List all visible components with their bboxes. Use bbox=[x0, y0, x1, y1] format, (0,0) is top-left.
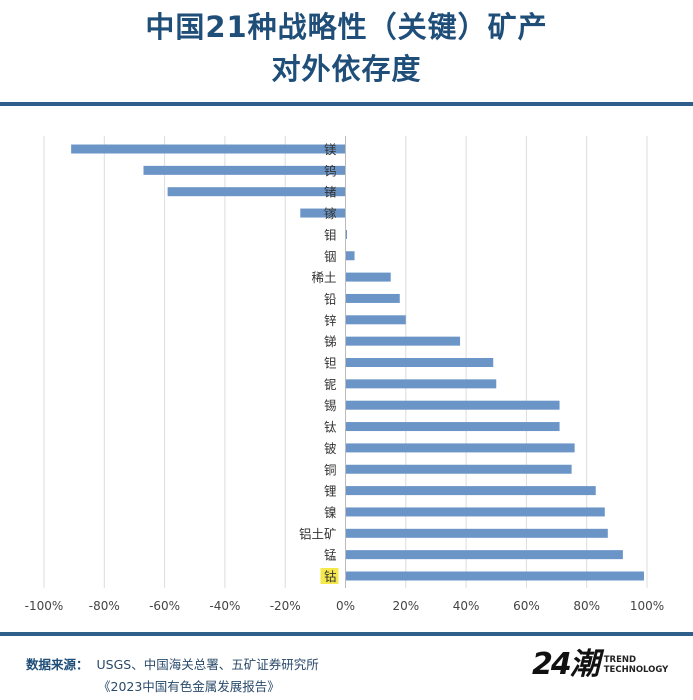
x-tick-label: 40% bbox=[453, 599, 480, 613]
top-divider bbox=[0, 102, 693, 106]
source-line-2: 《2023中国有色金属发展报告》 bbox=[98, 679, 280, 694]
category-label: 铝土矿 bbox=[299, 526, 337, 541]
logo-mark: 24潮 bbox=[532, 647, 600, 682]
logo-text-line2: TECHNOLOGY bbox=[603, 665, 669, 675]
category-label: 钨 bbox=[324, 163, 337, 178]
bar bbox=[345, 251, 355, 261]
bar bbox=[345, 550, 623, 560]
x-tick-label: -20% bbox=[270, 599, 301, 613]
bar bbox=[143, 165, 346, 175]
category-label: 铅 bbox=[324, 291, 337, 306]
bar bbox=[300, 208, 346, 218]
bar bbox=[345, 464, 572, 474]
source-label: 数据来源： bbox=[26, 657, 89, 672]
category-label: 铍 bbox=[324, 441, 337, 456]
x-tick-label: -80% bbox=[89, 599, 120, 613]
logo-text: TREND TECHNOLOGY bbox=[604, 655, 669, 675]
category-label: 锰 bbox=[324, 548, 337, 563]
category-label: 钛 bbox=[324, 420, 337, 435]
category-label: 钴 bbox=[324, 569, 337, 584]
category-label: 锡 bbox=[324, 398, 337, 413]
logo-text-line1: TREND bbox=[603, 655, 637, 665]
bar bbox=[345, 571, 644, 581]
bottom-divider bbox=[0, 632, 693, 636]
category-label: 钽 bbox=[324, 356, 337, 371]
category-label: 铟 bbox=[324, 249, 337, 264]
bar bbox=[345, 486, 596, 496]
source-text-1: USGS、中国海关总署、五矿证券研究所 bbox=[96, 657, 319, 672]
brand-logo: 24潮 TREND TECHNOLOGY bbox=[532, 650, 668, 680]
bar bbox=[345, 422, 560, 432]
bar bbox=[167, 187, 346, 197]
category-label: 铜 bbox=[324, 462, 337, 477]
category-label: 镓 bbox=[324, 206, 337, 221]
x-tick-label: 100% bbox=[630, 599, 664, 613]
chart-title: 中国21种战略性（关键）矿产 bbox=[145, 10, 548, 44]
bar bbox=[345, 379, 497, 389]
bar bbox=[345, 507, 605, 517]
x-tick-label: -40% bbox=[209, 599, 240, 613]
bar bbox=[345, 272, 391, 282]
x-tick-label: 60% bbox=[513, 599, 540, 613]
bar bbox=[345, 229, 348, 239]
category-label: 钼 bbox=[324, 227, 337, 242]
x-tick-label: -100% bbox=[25, 599, 64, 613]
bar bbox=[345, 336, 461, 346]
source-line-1: 数据来源： USGS、中国海关总署、五矿证券研究所 bbox=[26, 654, 319, 673]
bar bbox=[345, 315, 406, 325]
chart-subtitle: 对外依存度 bbox=[271, 52, 422, 86]
x-tick-label: -60% bbox=[149, 599, 180, 613]
bar bbox=[345, 358, 494, 367]
bar bbox=[345, 443, 575, 453]
bar bbox=[345, 400, 560, 410]
x-tick-label: 80% bbox=[573, 599, 600, 613]
bar bbox=[345, 528, 608, 538]
category-label: 稀土 bbox=[311, 270, 336, 285]
category-label: 锗 bbox=[324, 185, 337, 200]
category-label: 锑 bbox=[324, 334, 337, 349]
category-label: 锌 bbox=[324, 313, 337, 328]
bar-chart: -100% -80% -60% -40% -20% 0% 20% 40% 60% 80% 100% 镁… bbox=[25, 136, 664, 613]
x-tick-label: 20% bbox=[392, 599, 419, 613]
category-label: 镁 bbox=[324, 142, 337, 157]
x-tick-label: 0% bbox=[336, 599, 355, 613]
bar bbox=[71, 144, 346, 154]
category-label: 锂 bbox=[324, 484, 337, 499]
highlight-marker bbox=[320, 568, 339, 584]
category-label: 镍 bbox=[324, 505, 337, 520]
bar bbox=[345, 293, 400, 303]
category-label: 铌 bbox=[324, 377, 337, 392]
